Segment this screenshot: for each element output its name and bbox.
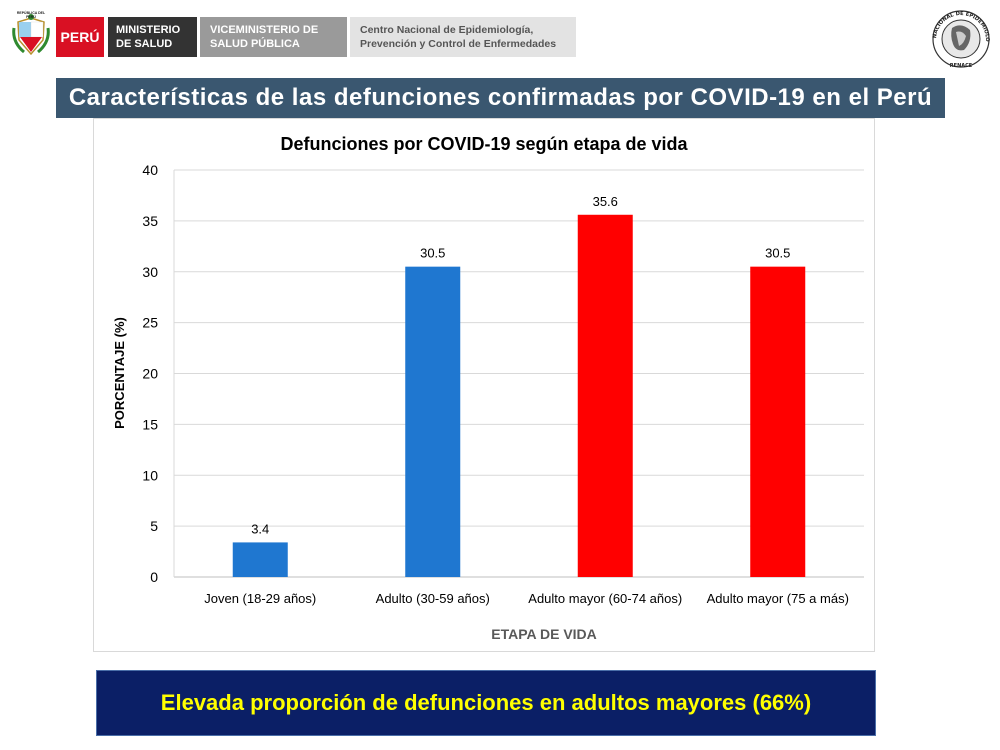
vice-ministry-line-2: SALUD PÚBLICA: [210, 38, 300, 50]
bar: [232, 542, 288, 577]
x-tick-label: Adulto (30-59 años): [376, 591, 490, 606]
y-tick-label: 35: [142, 213, 158, 229]
bar: [750, 266, 806, 577]
bar-value-label: 30.5: [765, 246, 790, 261]
vice-ministry-line-1: VICEMINISTERIO DE: [210, 24, 319, 36]
summary-callout: Elevada proporción de defunciones en adu…: [96, 670, 876, 736]
x-tick-label: Adulto mayor (60-74 años): [528, 591, 682, 606]
y-tick-label: 20: [142, 366, 158, 382]
ministry-line-2: DE SALUD: [116, 38, 173, 50]
renace-logo-icon: RED NACIONAL DE EPIDEMIOLOGÍA RENACE: [926, 6, 990, 69]
renace-bottom-text: RENACE: [950, 63, 973, 69]
y-tick-label: 10: [142, 467, 158, 483]
x-axis-label: ETAPA DE VIDA: [491, 626, 597, 642]
peru-label: PERÚ: [56, 17, 104, 57]
bar-value-label: 30.5: [420, 246, 445, 261]
x-tick-label: Adulto mayor (75 a más): [707, 591, 849, 606]
bar-value-label: 3.4: [251, 521, 269, 536]
y-tick-label: 0: [150, 569, 158, 585]
ministry-line-1: MINISTERIO: [116, 24, 181, 36]
bar-value-label: 35.6: [593, 194, 618, 209]
y-tick-label: 30: [142, 264, 158, 280]
y-tick-label: 15: [142, 416, 158, 432]
shield-caption: REPÚBLICA DEL PERÚ: [16, 11, 46, 19]
bar: [577, 214, 633, 577]
y-tick-label: 25: [142, 315, 158, 331]
y-axis-label: PORCENTAJE (%): [112, 317, 127, 429]
center-line-2: Prevención y Control de Enfermedades: [360, 38, 557, 50]
chart-container: [93, 118, 875, 652]
y-tick-label: 40: [142, 162, 158, 178]
y-tick-label: 5: [150, 518, 158, 534]
peru-coat-of-arms-icon: [12, 14, 50, 56]
center-line-1: Centro Nacional de Epidemiología,: [360, 24, 534, 36]
center-label: Centro Nacional de Epidemiología, Preven…: [350, 17, 576, 57]
chart-title: Defunciones por COVID-19 según etapa de …: [280, 134, 688, 154]
page-title: Características de las defunciones confi…: [56, 78, 945, 118]
vice-ministry-label: VICEMINISTERIO DE SALUD PÚBLICA: [200, 17, 347, 57]
ministry-label: MINISTERIO DE SALUD: [108, 17, 197, 57]
bar: [405, 266, 461, 577]
x-tick-label: Joven (18-29 años): [204, 591, 316, 606]
